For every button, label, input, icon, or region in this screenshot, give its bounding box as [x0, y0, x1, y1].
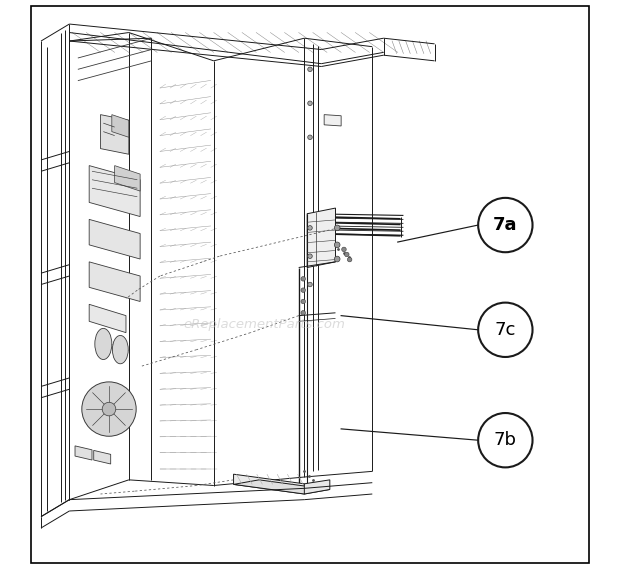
Circle shape — [82, 382, 136, 436]
Circle shape — [308, 101, 312, 106]
Polygon shape — [89, 166, 140, 217]
Text: 7a: 7a — [493, 216, 518, 234]
Circle shape — [301, 288, 306, 292]
Polygon shape — [324, 114, 341, 126]
Ellipse shape — [112, 336, 128, 364]
Circle shape — [334, 225, 340, 230]
Circle shape — [334, 242, 340, 248]
Polygon shape — [115, 166, 140, 191]
Polygon shape — [89, 262, 140, 302]
Circle shape — [308, 282, 312, 287]
Polygon shape — [75, 446, 92, 460]
Polygon shape — [112, 114, 129, 137]
Circle shape — [308, 226, 312, 230]
Text: eReplacementParts.com: eReplacementParts.com — [184, 318, 345, 331]
Circle shape — [478, 303, 533, 357]
Polygon shape — [89, 304, 126, 333]
Circle shape — [345, 252, 349, 257]
Ellipse shape — [95, 328, 112, 360]
Polygon shape — [89, 220, 140, 259]
Polygon shape — [234, 480, 330, 494]
Text: 7b: 7b — [494, 431, 517, 449]
Polygon shape — [307, 208, 335, 267]
Circle shape — [301, 299, 306, 304]
Text: 7c: 7c — [495, 321, 516, 339]
Polygon shape — [234, 474, 304, 494]
Circle shape — [308, 135, 312, 139]
Polygon shape — [304, 480, 330, 494]
Circle shape — [308, 67, 312, 72]
Circle shape — [301, 311, 306, 315]
Circle shape — [478, 413, 533, 467]
Circle shape — [334, 256, 340, 262]
Circle shape — [347, 257, 352, 262]
Circle shape — [342, 247, 346, 251]
Polygon shape — [100, 114, 129, 154]
Circle shape — [301, 277, 306, 281]
Circle shape — [478, 198, 533, 252]
Circle shape — [102, 402, 116, 416]
Circle shape — [308, 254, 312, 258]
Polygon shape — [94, 451, 111, 464]
